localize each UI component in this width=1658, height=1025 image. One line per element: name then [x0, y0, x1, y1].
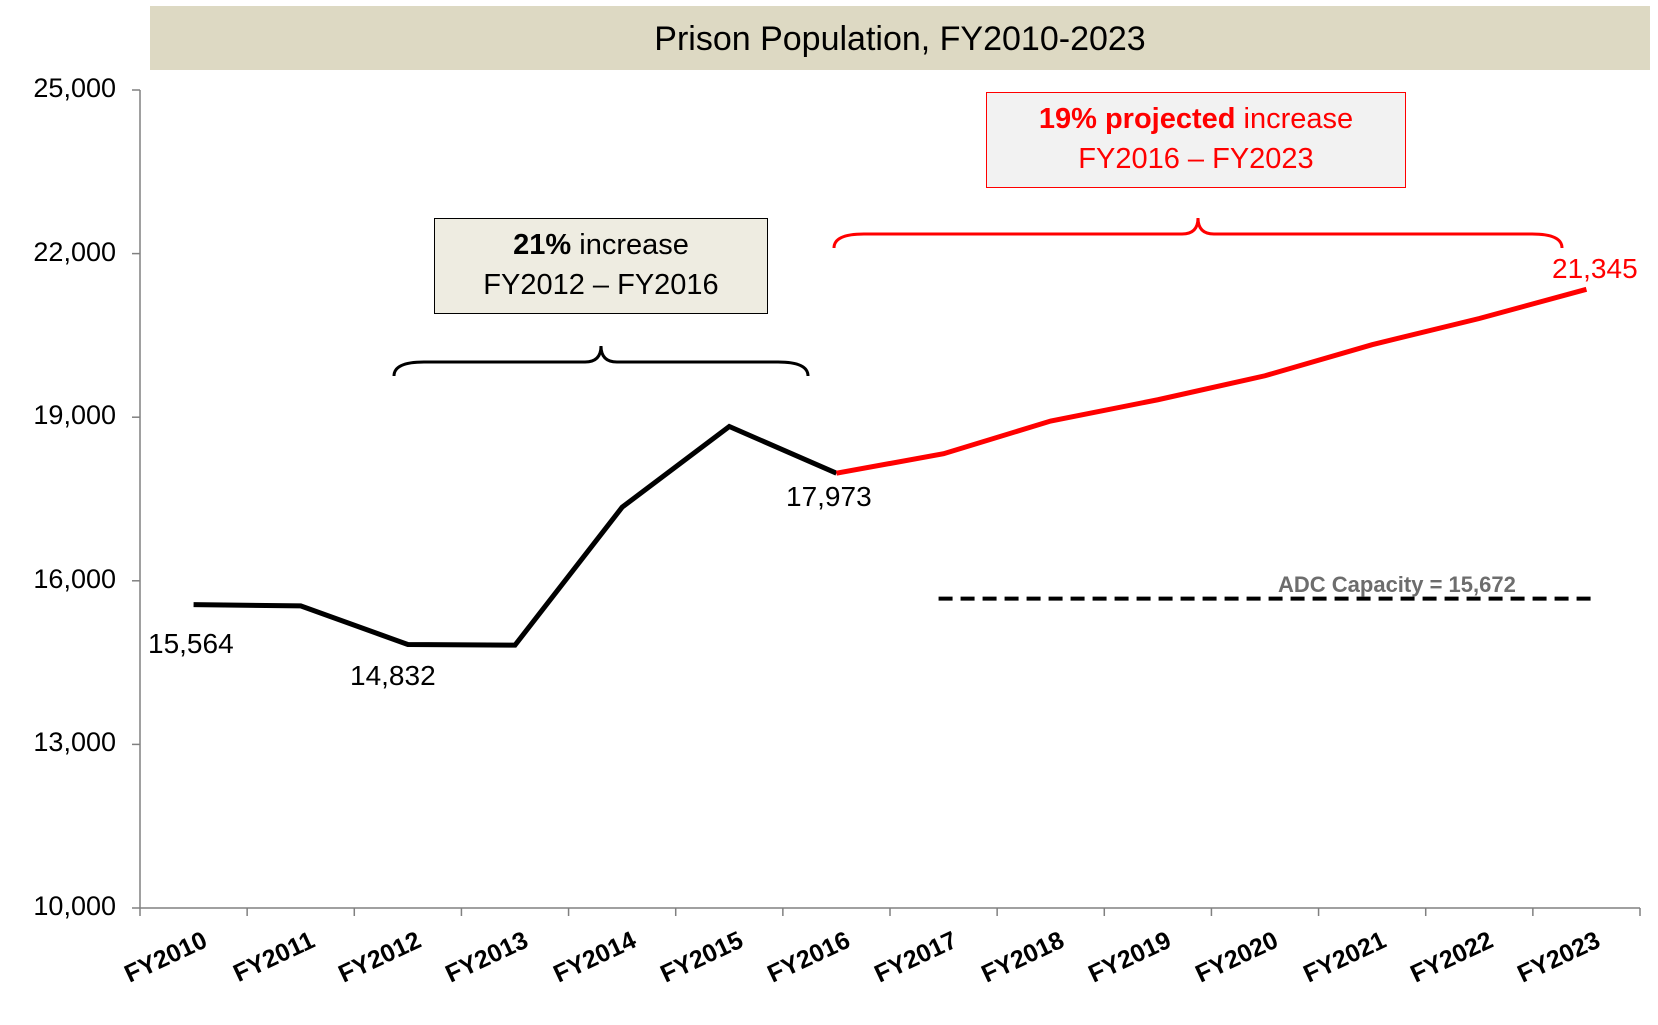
y-tick-label: 10,000: [33, 891, 116, 921]
capacity-label: ADC Capacity = 15,672: [1278, 572, 1516, 597]
data-label-fy2012: 14,832: [350, 660, 436, 691]
data-label-fy2016: 17,973: [786, 481, 872, 512]
annotation-2-text: increase: [1235, 103, 1354, 135]
data-label-fy2010: 15,564: [148, 628, 234, 659]
annotation-2-bold: 19% projected: [1038, 103, 1236, 135]
annotation-1-bold: 21%: [513, 229, 572, 261]
annotation-projected-increase: 19% projected increase FY2016 – FY2023: [986, 92, 1406, 188]
y-tick-label: 22,000: [33, 236, 116, 267]
data-label-fy2023: 21,345: [1552, 253, 1638, 284]
chart-title-bar: Prison Population, FY2010-2023: [150, 6, 1650, 70]
y-tick-label: 19,000: [33, 400, 116, 431]
series-line-actual: [193, 423, 838, 648]
chart-title: Prison Population, FY2010-2023: [654, 20, 1146, 58]
annotation-2-range: FY2016 – FY2023: [1078, 143, 1314, 175]
brace-2012-2016: [392, 345, 810, 377]
y-tick-label: 16,000: [33, 563, 116, 594]
brace-2016-2023: [832, 217, 1564, 249]
y-tick-label: 25,000: [33, 73, 116, 103]
y-tick-label: 13,000: [33, 727, 116, 758]
series-line-projected: [835, 286, 1588, 476]
annotation-1-range: FY2012 – FY2016: [483, 269, 719, 301]
annotation-increase-2012-2016: 21% increase FY2012 – FY2016: [434, 218, 768, 314]
annotation-1-text: increase: [571, 229, 689, 261]
